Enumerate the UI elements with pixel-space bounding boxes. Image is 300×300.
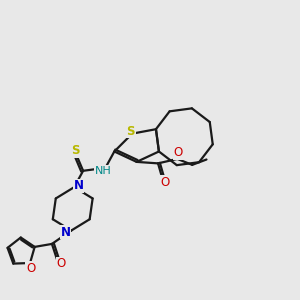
Text: S: S (71, 144, 79, 158)
Text: N: N (61, 226, 71, 238)
Text: NH: NH (95, 166, 111, 176)
Text: N: N (74, 179, 84, 192)
Text: O: O (56, 257, 65, 270)
Text: S: S (126, 125, 135, 138)
Text: O: O (161, 176, 170, 189)
Text: O: O (173, 146, 183, 160)
Text: O: O (26, 262, 35, 275)
